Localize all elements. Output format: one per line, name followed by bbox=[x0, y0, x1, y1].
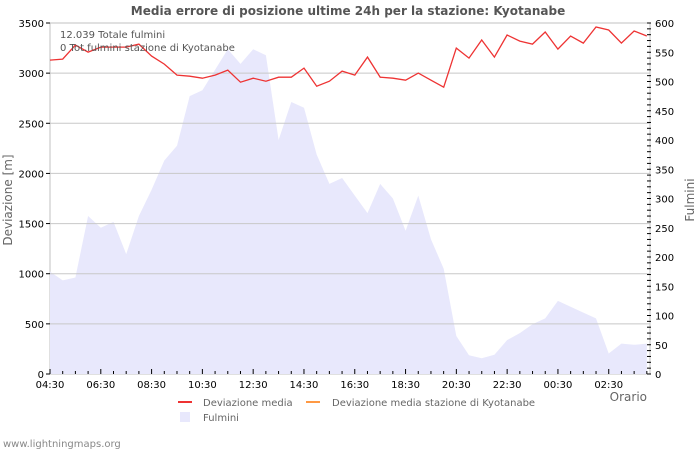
x-tick-label: 18:30 bbox=[391, 380, 420, 391]
y-tick-label: 0 bbox=[38, 370, 44, 381]
y2-tick-label: 250 bbox=[655, 224, 674, 235]
plot-area bbox=[49, 22, 651, 375]
y2-tick-label: 450 bbox=[655, 107, 674, 118]
y2-tick-label: 500 bbox=[655, 78, 674, 89]
x-tick-label: 16:30 bbox=[340, 380, 369, 391]
y-tick-label: 1500 bbox=[19, 220, 44, 231]
y-tick-label: 2000 bbox=[19, 169, 44, 180]
grid-lines bbox=[50, 72, 650, 325]
x-tick-label: 06:30 bbox=[86, 380, 115, 391]
y2-tick-label: 150 bbox=[655, 282, 674, 293]
legend-item-deviazione-stazione: Deviazione media stazione di Kyotanabe bbox=[306, 398, 535, 409]
x-axis: 04:30 06:30 08:30 10:30 12:30 14:30 16:30 18:30… bbox=[36, 369, 648, 391]
y-tick-label: 2500 bbox=[19, 119, 44, 130]
x-tick-label: 22:30 bbox=[493, 380, 522, 391]
legend-label: Deviazione media bbox=[203, 398, 293, 409]
y2-tick-label: 550 bbox=[655, 48, 674, 59]
y-tick-label: 3500 bbox=[19, 19, 44, 30]
legend-label: Deviazione media stazione di Kyotanabe bbox=[332, 398, 535, 409]
x-tick-label: 04:30 bbox=[36, 380, 65, 391]
x-tick-label: 12:30 bbox=[239, 380, 268, 391]
x-tick-label: 14:30 bbox=[290, 380, 319, 391]
y2-tick-label: 0 bbox=[655, 370, 661, 381]
y-axis-right-label: Fulmini bbox=[683, 178, 697, 221]
fulmini-area bbox=[50, 49, 647, 375]
x-tick-label: 08:30 bbox=[137, 380, 166, 391]
y-tick-label: 3000 bbox=[19, 69, 44, 80]
total-strikes-text: 12.039 Totale fulmini bbox=[60, 30, 165, 41]
deviazione-media-line bbox=[49, 26, 648, 89]
footer-source: www.lightningmaps.org bbox=[3, 439, 121, 450]
x-axis-label: Orario bbox=[610, 390, 647, 404]
y-tick-label: 1000 bbox=[19, 270, 44, 281]
y2-tick-label: 200 bbox=[655, 253, 674, 264]
y2-tick-label: 350 bbox=[655, 165, 674, 176]
chart-title: Media errore di posizione ultime 24h per… bbox=[131, 4, 565, 18]
x-tick-label: 10:30 bbox=[188, 380, 217, 391]
y-tick-label: 500 bbox=[25, 320, 44, 331]
legend-item-fulmini: Fulmini bbox=[180, 412, 239, 424]
y2-tick-label: 400 bbox=[655, 136, 674, 147]
y2-tick-label: 50 bbox=[655, 341, 668, 352]
x-tick-label: 20:30 bbox=[442, 380, 471, 391]
legend-swatch-area bbox=[180, 412, 190, 422]
y2-tick-label: 300 bbox=[655, 195, 674, 206]
y-axis-left-label: Deviazione [m] bbox=[1, 154, 15, 245]
legend: Deviazione media Deviazione media stazio… bbox=[178, 398, 535, 424]
legend-item-deviazione-media: Deviazione media bbox=[178, 398, 293, 409]
station-strikes-text: 0 Tot.fulmini stazione di Kyotanabe bbox=[60, 43, 235, 54]
y-axis-left: 0 500 1000 1500 2000 2500 3000 3500 bbox=[19, 19, 50, 381]
y2-tick-label: 100 bbox=[655, 312, 674, 323]
x-tick-label: 00:30 bbox=[544, 380, 573, 391]
y-axis-right: 0 50 100 150 200 250 300 350 400 450 500 550 600 bbox=[647, 19, 674, 381]
x-tick-label: 02:30 bbox=[594, 380, 623, 391]
y2-tick-label: 600 bbox=[655, 19, 674, 30]
legend-label: Fulmini bbox=[203, 413, 239, 424]
